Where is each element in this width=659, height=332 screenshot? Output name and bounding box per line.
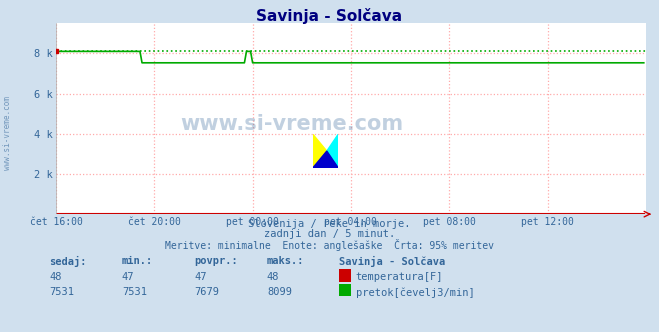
Text: Savinja - Solčava: Savinja - Solčava — [339, 256, 445, 267]
Text: www.si-vreme.com: www.si-vreme.com — [181, 115, 403, 134]
Text: zadnji dan / 5 minut.: zadnji dan / 5 minut. — [264, 229, 395, 239]
Text: Savinja - Solčava: Savinja - Solčava — [256, 8, 403, 24]
Text: 7679: 7679 — [194, 287, 219, 297]
Text: Meritve: minimalne  Enote: anglešaške  Črta: 95% meritev: Meritve: minimalne Enote: anglešaške Črt… — [165, 239, 494, 251]
Text: maks.:: maks.: — [267, 256, 304, 266]
Text: 47: 47 — [122, 272, 134, 282]
Text: min.:: min.: — [122, 256, 153, 266]
Text: sedaj:: sedaj: — [49, 256, 87, 267]
Text: 48: 48 — [49, 272, 62, 282]
Polygon shape — [313, 151, 338, 168]
Text: 47: 47 — [194, 272, 207, 282]
Text: 48: 48 — [267, 272, 279, 282]
Polygon shape — [313, 134, 327, 168]
Text: pretok[čevelj3/min]: pretok[čevelj3/min] — [356, 287, 474, 298]
Polygon shape — [327, 134, 338, 168]
Text: 7531: 7531 — [49, 287, 74, 297]
Text: www.si-vreme.com: www.si-vreme.com — [3, 96, 13, 170]
Text: temperatura[F]: temperatura[F] — [356, 272, 444, 282]
Text: 8099: 8099 — [267, 287, 292, 297]
Text: 7531: 7531 — [122, 287, 147, 297]
Text: Slovenija / reke in morje.: Slovenija / reke in morje. — [248, 219, 411, 229]
Text: povpr.:: povpr.: — [194, 256, 238, 266]
